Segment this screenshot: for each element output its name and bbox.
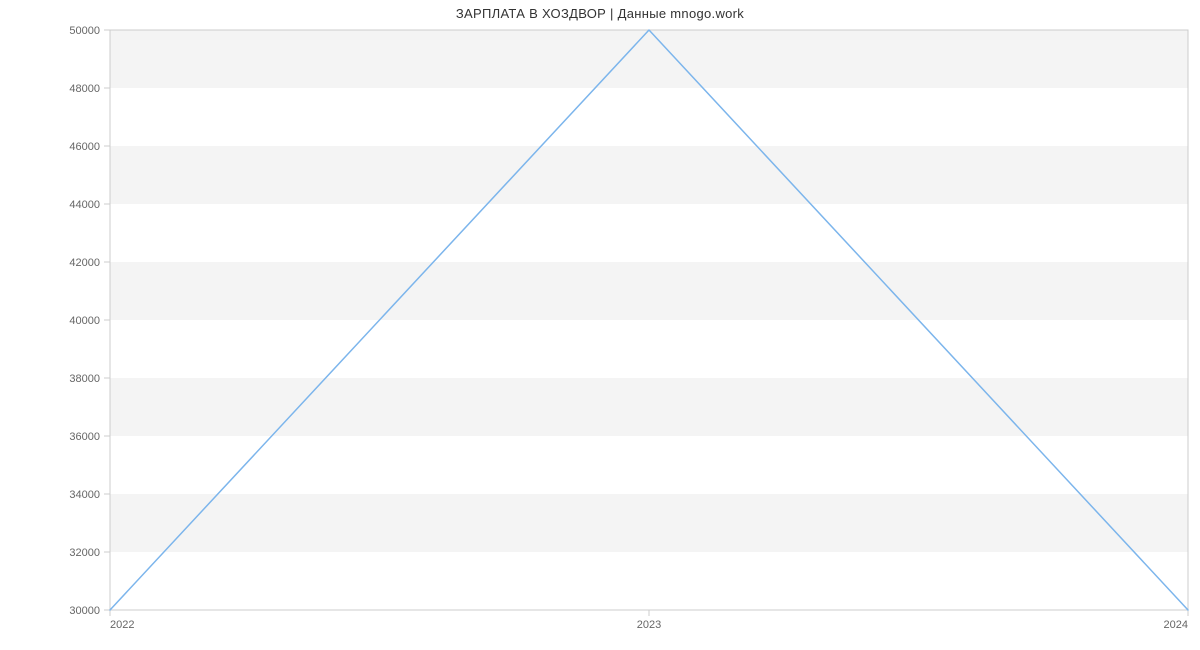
y-tick-label: 48000 [69, 83, 100, 95]
x-tick-label: 2023 [637, 619, 661, 631]
salary-line-chart: ЗАРПЛАТА В ХОЗДВОР | Данные mnogo.work 3… [0, 0, 1200, 650]
y-tick-label: 50000 [69, 25, 100, 37]
y-tick-label: 46000 [69, 141, 100, 153]
y-tick-label: 40000 [69, 315, 100, 327]
y-tick-label: 44000 [69, 199, 100, 211]
y-tick-label: 36000 [69, 431, 100, 443]
x-tick-label: 2022 [110, 619, 134, 631]
x-tick-label: 2024 [1164, 619, 1188, 631]
chart-svg: 30000 32000 34000 36000 38000 40000 42000 44000… [0, 0, 1200, 650]
y-tick-label: 32000 [69, 547, 100, 559]
y-tick-label: 38000 [69, 373, 100, 385]
y-tick-label: 30000 [69, 605, 100, 617]
y-tick-label: 34000 [69, 489, 100, 501]
y-tick-label: 42000 [69, 257, 100, 269]
